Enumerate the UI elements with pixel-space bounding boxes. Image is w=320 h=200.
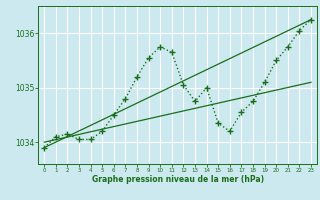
- X-axis label: Graphe pression niveau de la mer (hPa): Graphe pression niveau de la mer (hPa): [92, 175, 264, 184]
